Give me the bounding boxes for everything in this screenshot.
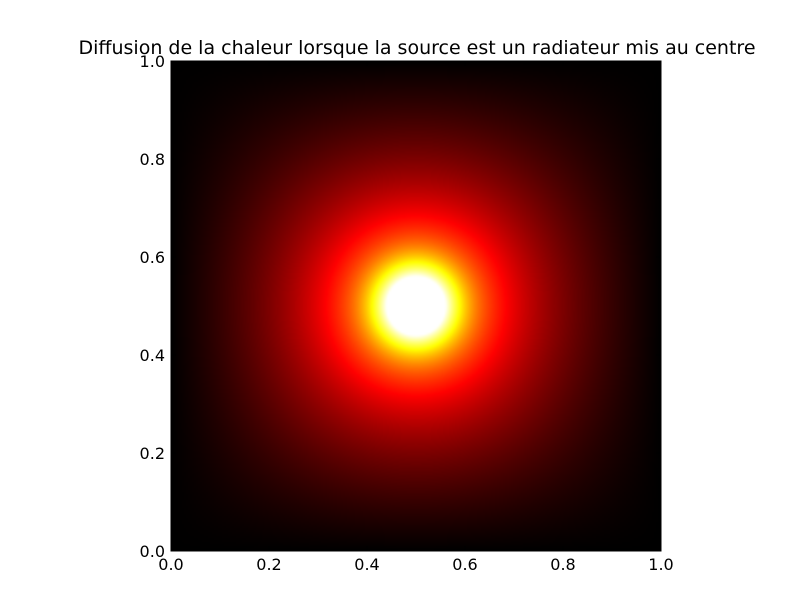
x-tick-label: 1.0 bbox=[648, 555, 673, 574]
plot-frame bbox=[170, 60, 662, 552]
y-axis: 0.0 0.2 0.4 0.6 0.8 1.0 bbox=[140, 52, 661, 561]
y-tick-label: 1.0 bbox=[140, 52, 165, 71]
chart-title: Diffusion de la chaleur lorsque la sourc… bbox=[78, 37, 755, 59]
x-tick-label: 0.8 bbox=[550, 555, 575, 574]
y-tick-label: 0.8 bbox=[140, 150, 165, 169]
x-tick-label: 0.0 bbox=[158, 555, 183, 574]
x-axis: 0.0 0.2 0.4 0.6 0.8 1.0 bbox=[158, 61, 674, 574]
x-tick-label: 0.6 bbox=[452, 555, 477, 574]
y-tick-label: 0.6 bbox=[140, 248, 165, 267]
heatmap-image bbox=[171, 61, 661, 551]
y-tick-label: 0.0 bbox=[140, 542, 165, 561]
y-tick-label: 0.2 bbox=[140, 444, 165, 463]
y-tick-label: 0.4 bbox=[140, 346, 165, 365]
x-tick-label: 0.2 bbox=[256, 555, 281, 574]
x-tick-label: 0.4 bbox=[354, 555, 379, 574]
plot-area bbox=[170, 60, 662, 552]
